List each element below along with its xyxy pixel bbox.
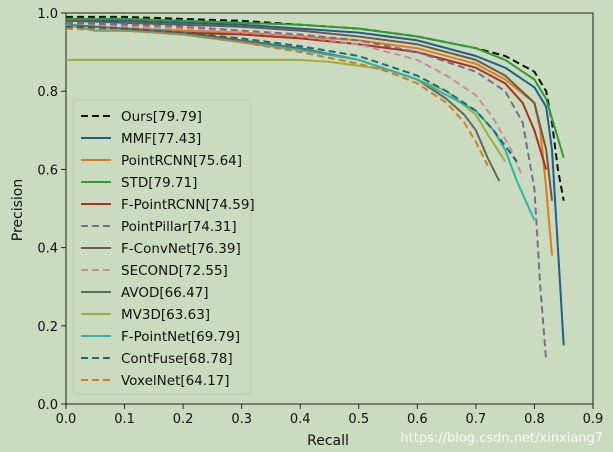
legend-box [72, 99, 252, 395]
legend-label-3: STD[79.71] [121, 175, 197, 191]
x-axis-label: Recall [307, 433, 349, 449]
legend-label-1: MMF[77.43] [121, 131, 201, 147]
legend-label-5: PointPillar[74.31] [121, 219, 237, 235]
watermark: https://blog.csdn.net/xinxiang7 [400, 431, 603, 446]
series-line-11 [65, 25, 518, 163]
legend-label-4: F-PointRCNN[74.59] [121, 197, 255, 213]
x-tick-label: 0.1 [114, 412, 135, 427]
series-line-1 [66, 19, 565, 346]
x-tick-label: 0.7 [466, 412, 487, 427]
series-line-5 [65, 21, 548, 362]
x-tick-label: 0.0 [56, 412, 77, 427]
y-tick-label: 0.0 [37, 398, 58, 413]
series-line-9 [66, 58, 507, 163]
series-line-3 [66, 17, 565, 158]
x-tick-label: 0.9 [583, 412, 604, 427]
x-tick-label: 0.3 [231, 412, 252, 427]
y-tick-label: 1.0 [37, 7, 58, 22]
y-axis-ticks: 0.0 0.2 0.4 0.6 0.8 1.0 [37, 7, 66, 413]
legend: Ours[79.79] MMF[77.43] PointRCNN[75.64] STD… [72, 99, 255, 395]
legend-label-12: VoxelNet[64.17] [121, 373, 230, 389]
series-line-0 [66, 15, 565, 201]
legend-label-11: ContFuse[68.78] [121, 351, 233, 367]
x-axis-ticks: 0.0 0.1 0.2 0.3 0.4 0.5 0.6 0.7 0.8 0.9 [56, 404, 604, 427]
legend-label-2: PointRCNN[75.64] [121, 153, 242, 169]
y-tick-label: 0.6 [37, 163, 58, 178]
y-tick-label: 0.4 [37, 242, 58, 257]
x-tick-label: 0.6 [407, 412, 428, 427]
y-axis-label: Precision [10, 179, 26, 241]
y-tick-label: 0.2 [37, 320, 58, 335]
legend-label-8: AVOD[66.47] [121, 285, 209, 301]
x-tick-label: 0.5 [348, 412, 369, 427]
legend-label-6: F-ConvNet[76.39] [121, 241, 241, 257]
legend-label-0: Ours[79.79] [121, 109, 202, 125]
x-tick-label: 0.4 [290, 412, 311, 427]
legend-label-9: MV3D[63.63] [121, 307, 210, 323]
series-line-12 [65, 27, 489, 166]
series-line-6 [65, 19, 553, 201]
series-line-7 [65, 23, 524, 178]
x-tick-label: 0.8 [524, 412, 545, 427]
legend-label-10: F-PointNet[69.79] [121, 329, 240, 345]
x-tick-label: 0.2 [173, 412, 194, 427]
legend-label-7: SECOND[72.55] [121, 263, 228, 279]
y-tick-label: 0.8 [37, 85, 58, 100]
